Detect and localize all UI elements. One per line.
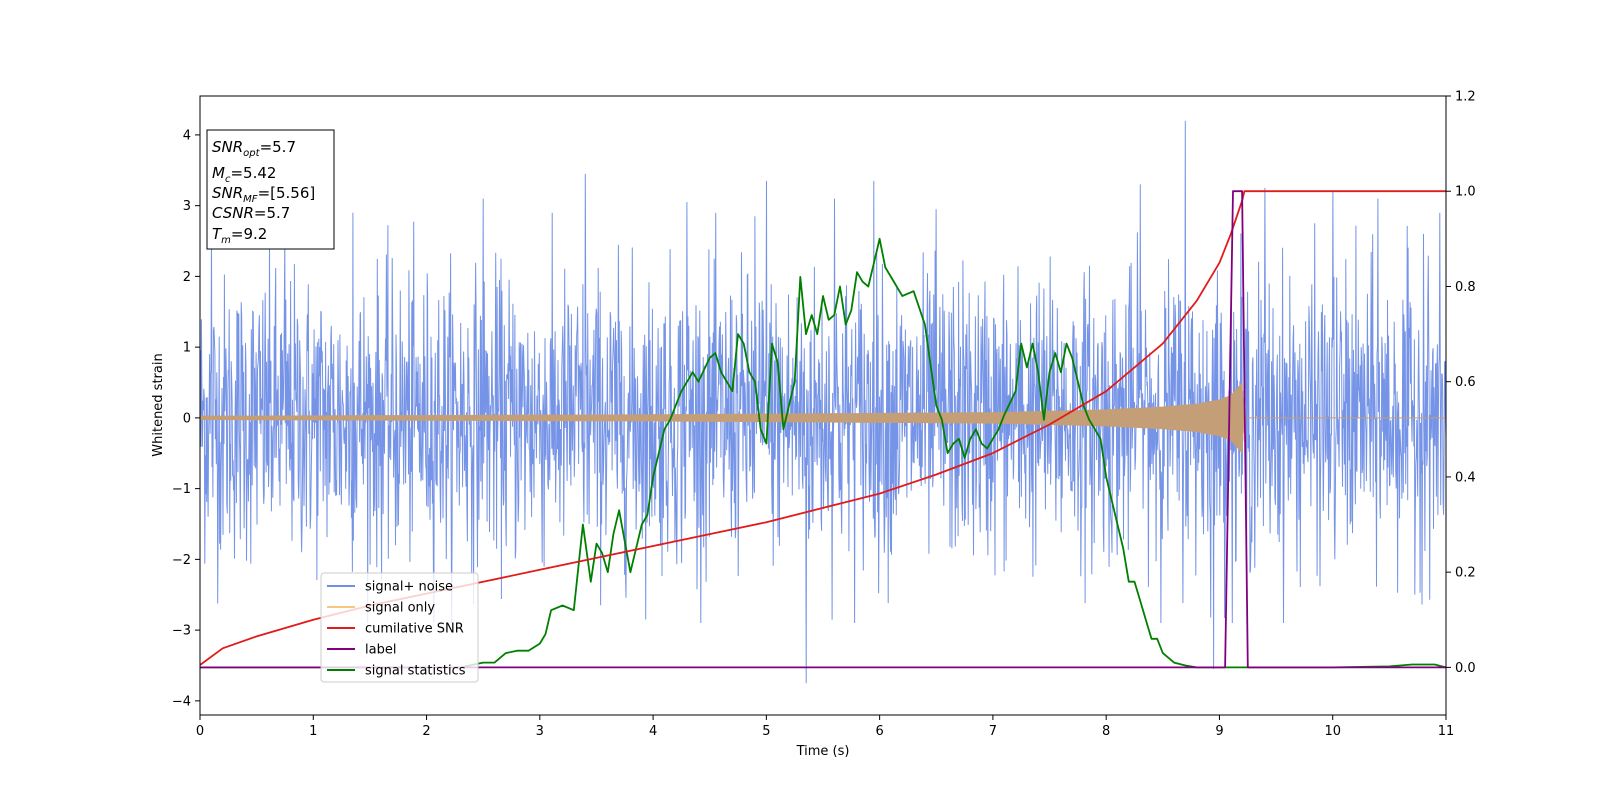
legend-frame	[320, 572, 479, 683]
x-axis: 0 1 2 3 4 5 6 7 8 9 10 11	[196, 715, 1454, 739]
legend-label: signal+ noise	[365, 580, 453, 595]
y2-tick-label: 0.2	[1455, 566, 1476, 581]
x-tick-label: 9	[1215, 724, 1223, 739]
y-tick-label: −2	[172, 553, 191, 568]
signal-statistics-line	[200, 237, 1446, 669]
y-tick-label: −4	[172, 694, 191, 709]
y-tick-label: 0	[183, 411, 191, 426]
legend-label: label	[365, 643, 396, 658]
legend-label: signal statistics	[365, 664, 466, 679]
info-snr-mf: SNRMF=[5.56]	[212, 184, 315, 205]
y-tick-label: 3	[183, 199, 191, 214]
y-tick-label: 2	[183, 270, 191, 285]
y2-tick-label: 1.0	[1455, 185, 1476, 200]
y-tick-label: 1	[183, 341, 191, 356]
legend-label: cumilative SNR	[365, 622, 464, 637]
label-line	[200, 190, 1446, 669]
x-tick-label: 6	[875, 724, 883, 739]
info-box: SNRopt=5.7 Mc=5.42 SNRMF=[5.56] CSNR=5.7…	[206, 129, 335, 250]
y-axis-left: −4 −3 −2 −1 0 1 2 3 4	[172, 128, 200, 709]
legend: signal+ noise signal only cumilative SNR la…	[320, 572, 479, 683]
x-tick-label: 10	[1324, 724, 1341, 739]
y2-tick-label: 0.8	[1455, 280, 1476, 295]
y2-tick-label: 0.6	[1455, 375, 1476, 390]
x-tick-label: 11	[1438, 724, 1455, 739]
signal-only-line	[200, 382, 1446, 454]
x-tick-label: 2	[422, 724, 430, 739]
series-signal-statistics	[200, 237, 1446, 669]
legend-label: signal only	[365, 601, 435, 616]
x-tick-label: 5	[762, 724, 770, 739]
y-tick-label: −3	[172, 624, 191, 639]
y2-tick-label: 0.4	[1455, 470, 1476, 485]
x-tick-label: 3	[536, 724, 544, 739]
info-csnr: CSNR=5.7	[212, 204, 290, 222]
y-axis-label: Whitened strain	[151, 353, 166, 456]
series-label	[200, 190, 1446, 669]
info-box-frame	[206, 129, 335, 250]
y2-tick-label: 0.0	[1455, 661, 1476, 676]
x-tick-label: 8	[1102, 724, 1110, 739]
series-signal-only	[200, 382, 1446, 454]
y2-tick-label: 1.2	[1455, 90, 1476, 105]
plot-frame	[199, 95, 1447, 716]
x-tick-label: 4	[649, 724, 657, 739]
x-tick-label: 1	[309, 724, 317, 739]
x-tick-label: 0	[196, 724, 204, 739]
info-tm: Tm=9.2	[212, 225, 267, 246]
y-tick-label: −1	[172, 482, 191, 497]
x-tick-label: 7	[989, 724, 997, 739]
info-mc: Mc=5.42	[212, 164, 276, 185]
info-snr-opt: SNRopt=5.7	[212, 138, 296, 159]
y-tick-label: 4	[183, 128, 191, 143]
x-axis-label: Time (s)	[796, 744, 850, 759]
y-axis-right: 0.0 0.2 0.4 0.6 0.8 1.0 1.2	[1446, 90, 1476, 676]
